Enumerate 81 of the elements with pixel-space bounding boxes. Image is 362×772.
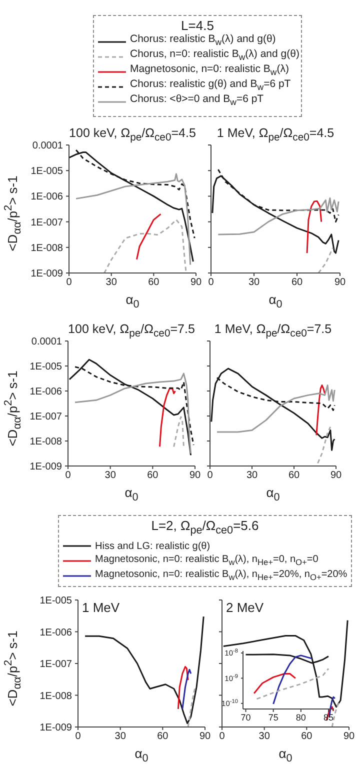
y-tick-label: 1E-008 <box>40 690 72 702</box>
y-tick-label: 1E-005 <box>30 362 62 372</box>
x-tick-label: 60 <box>291 277 303 288</box>
x-axis-title: α$_{0}$ <box>134 746 150 767</box>
y-tick-label: 1E-009 <box>40 722 72 734</box>
x-tick-label: 0 <box>208 277 214 288</box>
line-series <box>84 616 204 724</box>
y-tick-label: 1E-006 <box>30 192 64 203</box>
x-tick-label: 70 <box>240 712 251 722</box>
x-tick-label: 0 <box>65 470 72 482</box>
line-series <box>256 668 330 700</box>
x-tick-label: 0 <box>207 470 214 482</box>
chart-title: 2 MeV <box>226 600 264 616</box>
line-series <box>104 219 187 273</box>
x-axis-title: α$_{0}$ <box>124 485 140 506</box>
x-tick-label: 30 <box>258 731 270 742</box>
line-series <box>182 668 192 710</box>
line-series <box>69 152 194 262</box>
x-axis-title: α$_{0}$ <box>124 292 140 313</box>
y-tick-label: 1E-009 <box>30 462 62 472</box>
legend-label: Chorus, n=0: realistic B$_{w}$(λ) and g(θ) <box>130 48 300 64</box>
x-tick-label: 60 <box>288 470 300 482</box>
line-series <box>253 673 296 694</box>
x-tick-label: 90 <box>330 470 342 482</box>
x-axis-title: α$_{0}$ <box>265 485 281 506</box>
line-series <box>173 416 184 448</box>
x-tick-label: 30 <box>114 731 126 742</box>
y-tick-label: 1E-007 <box>30 217 64 228</box>
y-tick-label: 1E-005 <box>30 166 64 178</box>
chart-title: 1 MeV, Ω$_{pe}$/Ω$_{ce0}$=7.5 <box>214 322 332 340</box>
legend-label: Chorus: realistic B$_{w}$(λ) and g(θ) <box>130 33 276 49</box>
y-tick-label: 1E-008 <box>30 436 62 448</box>
x-tick-label: 30 <box>246 470 258 482</box>
x-tick-label: 90 <box>190 277 202 288</box>
x-tick-label: 30 <box>106 277 118 288</box>
y-tick-label: 1E-007 <box>40 659 72 670</box>
x-tick-label: 75 <box>268 712 278 722</box>
x-tick-label: 0 <box>75 731 82 742</box>
x-tick-label: 60 <box>157 731 169 742</box>
legend-label: Chorus: realistic g(θ) and B$_{w}$=6 pT <box>130 78 291 94</box>
chart-title: 1 MeV, Ω$_{pe}$/Ω$_{ce0}$=4.5 <box>216 126 334 144</box>
x-tick-label: 60 <box>301 731 313 742</box>
legend-label: Chorus: <θ>=0 and B$_{w}$=6 pT <box>130 93 264 110</box>
chart-title: 100 keV, Ω$_{pe}$/Ω$_{ce0}$=7.5 <box>68 322 195 340</box>
legend-label: Magnetosonic, n=0: realistic B$_{w}$(λ), n$_{He+}$=20%, n$_{O+}$=20% <box>95 568 348 584</box>
x-tick-label: 60 <box>147 470 159 482</box>
line-series <box>158 388 176 448</box>
x-tick-label: 30 <box>104 470 116 482</box>
line-series <box>74 372 192 454</box>
x-tick-label: 0 <box>66 277 72 288</box>
chart-title: 100 keV, Ω$_{pe}$/Ω$_{ce0}$=4.5 <box>69 126 196 144</box>
legend-label: Magnetosonic, n=0: realistic B$_{w}$(λ), n$_{He+}$=0, n$_{O+}$=0 <box>95 553 318 570</box>
y-tick-label: 0.0001 <box>32 140 64 152</box>
x-tick-label: 30 <box>248 277 260 288</box>
y-tick-label: 1E-005 <box>40 596 72 606</box>
x-tick-label: 90 <box>334 277 346 288</box>
line-series <box>272 654 313 705</box>
x-axis-title: α$_{0}$ <box>268 292 284 313</box>
y-tick-label: 0.0001 <box>31 336 62 348</box>
x-tick-label: 90 <box>189 470 201 482</box>
x-axis-title: α$_{0}$ <box>278 746 294 767</box>
line-series <box>136 213 162 260</box>
chart-title: 1 MeV <box>82 600 120 616</box>
legend-title: L=2, Ω$_{pe}$/Ω$_{ce0}$=5.6 <box>150 518 260 539</box>
legend-label: Hiss and LG: realistic g(θ) <box>95 540 210 553</box>
y-tick-label: 1E-008 <box>30 242 64 254</box>
legend-label: Magnetosonic, n=0: realistic B$_{w}$(λ) <box>130 63 289 79</box>
x-tick-label: 90 <box>199 731 211 742</box>
line-series <box>68 358 192 456</box>
x-tick-label: 90 <box>343 731 355 742</box>
y-tick-label: 1E-009 <box>30 268 64 280</box>
x-tick-label: 80 <box>296 712 306 722</box>
legend-title: L=4.5 <box>180 18 215 34</box>
y-tick-label: 1E-007 <box>30 412 62 422</box>
y-tick-label: 1E-006 <box>30 386 62 398</box>
x-tick-label: 0 <box>219 731 226 742</box>
x-tick-label: 60 <box>148 277 160 288</box>
y-tick-label: 1E-006 <box>40 627 72 638</box>
line-series <box>177 666 189 710</box>
line-series <box>245 654 330 664</box>
line-series <box>75 173 192 266</box>
